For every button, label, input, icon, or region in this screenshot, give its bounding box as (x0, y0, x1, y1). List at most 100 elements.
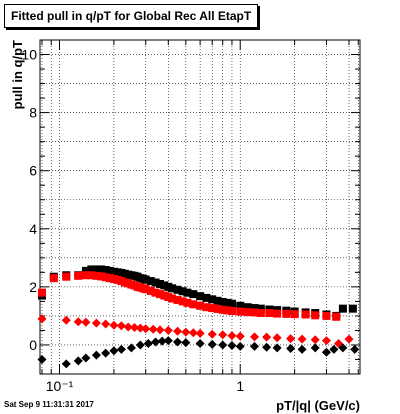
data-point-square (105, 266, 114, 275)
data-point-diamond (163, 336, 173, 346)
data-point-diamond (181, 338, 191, 348)
data-point-square (202, 303, 211, 312)
data-point-diamond (81, 317, 91, 327)
data-point-square (151, 278, 160, 287)
data-point-square (87, 265, 96, 274)
data-point-square (227, 306, 236, 315)
y-axis-label: pull in q/pT (10, 40, 25, 109)
data-point-diamond (141, 324, 151, 334)
data-point-diamond (250, 332, 260, 342)
data-point-square (223, 306, 232, 315)
data-point-diamond (286, 343, 296, 353)
data-point-square (322, 311, 331, 320)
data-point-diamond (109, 320, 119, 330)
data-point-diamond (227, 331, 237, 341)
data-point-square (273, 309, 282, 318)
data-point-diamond (135, 340, 145, 350)
data-point-diamond (81, 353, 91, 363)
data-point-square (338, 304, 347, 313)
data-point-square (81, 271, 90, 280)
data-point-diamond (126, 343, 136, 353)
data-point-square (236, 307, 245, 316)
data-point-diamond (109, 346, 119, 356)
data-point-square (213, 304, 222, 313)
data-point-diamond (101, 348, 111, 358)
data-point-square (101, 273, 110, 282)
data-point-square (81, 266, 90, 275)
data-point-square (218, 305, 227, 314)
data-point-diamond (207, 339, 217, 349)
data-point-diamond (321, 347, 331, 357)
data-point-square (62, 272, 71, 281)
x-tick-label: 1 (236, 378, 244, 394)
data-point-diamond (73, 356, 83, 366)
data-point-square (146, 277, 155, 286)
data-point-square (213, 296, 222, 305)
data-point-square (151, 288, 160, 297)
data-point-diamond (129, 323, 139, 333)
data-point-square (218, 297, 227, 306)
data-point-diamond (272, 333, 282, 343)
data-point-diamond (155, 325, 165, 335)
grid (40, 40, 360, 374)
data-point-diamond (262, 342, 272, 352)
data-point-square (332, 312, 341, 321)
data-point-square (196, 292, 205, 301)
data-point-square (256, 304, 265, 313)
data-point-square (97, 272, 106, 281)
data-point-diamond (272, 343, 282, 353)
data-point-square (92, 271, 101, 280)
data-point-square (348, 304, 357, 313)
data-point-square (101, 266, 110, 275)
data-point-diamond (188, 328, 198, 338)
data-point-square (97, 265, 106, 274)
data-point-diamond (135, 323, 145, 333)
data-point-diamond (297, 334, 307, 344)
data-point-diamond (350, 344, 360, 354)
data-point-square (173, 285, 182, 294)
y-tick-label: 6 (29, 163, 37, 179)
data-point-diamond (297, 344, 307, 354)
data-point-diamond (227, 341, 237, 351)
data-point-square (243, 308, 252, 317)
data-point-diamond (37, 354, 47, 364)
data-point-diamond (163, 325, 173, 335)
data-point-diamond (91, 318, 101, 328)
data-point-diamond (73, 317, 83, 327)
y-tick-label: 0 (29, 337, 37, 353)
data-point-square (227, 299, 236, 308)
x-tick-label: 10⁻¹ (46, 378, 74, 394)
data-point-diamond (151, 337, 161, 347)
data-point-square (290, 310, 299, 319)
data-markers (37, 265, 360, 369)
data-point-diamond (101, 319, 111, 329)
data-point-square (189, 300, 198, 309)
data-point-square (196, 301, 205, 310)
data-point-square (74, 271, 83, 280)
data-point-square (208, 295, 217, 304)
data-point-diamond (310, 335, 320, 345)
data-point-square (250, 308, 259, 317)
data-point-diamond (61, 315, 71, 325)
data-point-square (160, 291, 169, 300)
data-point-diamond (207, 329, 217, 339)
data-point-diamond (310, 343, 320, 353)
data-point-diamond (235, 341, 245, 351)
data-point-square (87, 271, 96, 280)
x-axis-label: pT/|q| (GeV/c) (276, 398, 360, 413)
data-point-diamond (195, 339, 205, 349)
data-point-diamond (329, 344, 339, 354)
data-point-diamond (321, 336, 331, 346)
y-tick-label: 8 (29, 105, 37, 121)
data-point-square (243, 303, 252, 312)
data-point-square (105, 274, 114, 283)
data-point-square (160, 281, 169, 290)
data-point-square (168, 294, 177, 303)
data-point-diamond (148, 324, 158, 334)
data-point-square (173, 295, 182, 304)
data-point-diamond (286, 334, 296, 344)
data-point-square (146, 286, 155, 295)
y-tick-label: 4 (29, 221, 37, 237)
data-point-square (208, 304, 217, 313)
